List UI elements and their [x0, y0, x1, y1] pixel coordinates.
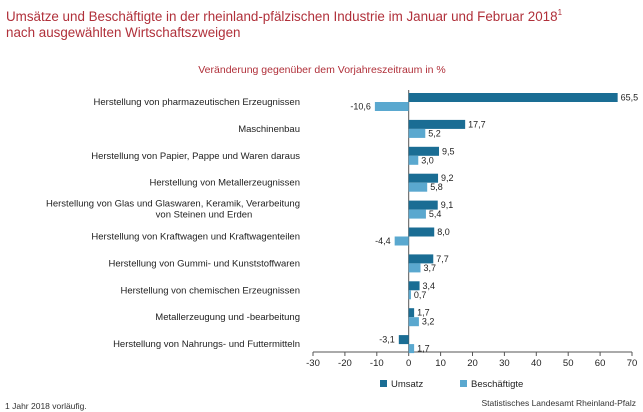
category-label: Herstellung von Papier, Pappe und Waren … — [91, 151, 300, 162]
data-label-umsatz: -3,1 — [379, 335, 395, 345]
legend-swatch-umsatz — [380, 380, 387, 387]
bar-beschaeftigte — [408, 344, 415, 354]
data-label-umsatz: 9,2 — [441, 173, 454, 183]
bar-umsatz — [408, 119, 466, 129]
x-tick-label: 20 — [467, 358, 478, 369]
legend-label-beschaeftigte: Beschäftigte — [471, 379, 523, 390]
data-label-beschaeftigte: 3,0 — [421, 155, 434, 165]
category-labels: Herstellung von pharmazeutischen Erzeugn… — [46, 97, 300, 350]
data-label-beschaeftigte: -4,4 — [375, 236, 391, 246]
bar-beschaeftigte — [374, 102, 409, 111]
bar-beschaeftigte — [408, 182, 428, 192]
data-label-beschaeftigte: 5,4 — [429, 209, 442, 219]
legend-label-umsatz: Umsatz — [391, 379, 423, 390]
x-tick-label: 70 — [627, 358, 638, 369]
x-tick-label: -10 — [370, 358, 384, 369]
bar-umsatz — [408, 200, 438, 210]
x-tick-label: 40 — [531, 358, 542, 369]
category-label: Herstellung von pharmazeutischen Erzeugn… — [94, 97, 300, 108]
category-label: Herstellung von Kraftwagen und Kraftwage… — [91, 232, 300, 243]
category-label-line: von Steinen und Erden — [156, 210, 253, 221]
x-tick-label: 30 — [499, 358, 510, 369]
data-label-umsatz: 65,5 — [621, 93, 639, 103]
bar-umsatz — [408, 281, 420, 291]
axis-layer: -30 -20 -10 0 10 20 30 40 50 60 70 — [306, 90, 637, 369]
bars-layer: 65,5 -10,6 17,7 5,29,5 3,0 9,25,8 9,15,4 8,0 -4,… — [350, 93, 638, 354]
data-label-umsatz: 9,1 — [441, 200, 454, 210]
bar-beschaeftigte — [408, 263, 421, 273]
footnote: 1 Jahr 2018 vorläufig. — [5, 401, 87, 411]
bar-umsatz — [408, 93, 618, 102]
x-tick-label: -30 — [306, 358, 320, 369]
bar-beschaeftigte — [408, 209, 426, 219]
data-label-umsatz: 9,5 — [442, 146, 455, 156]
data-label-umsatz: 17,7 — [468, 119, 486, 129]
x-tick-label: 60 — [595, 358, 606, 369]
bar-umsatz — [408, 173, 439, 183]
bar-beschaeftigte — [408, 317, 419, 327]
bar-umsatz — [408, 146, 440, 156]
bar-umsatz — [408, 227, 435, 237]
bar-beschaeftigte — [394, 236, 409, 246]
data-label-beschaeftigte: 3,2 — [422, 317, 435, 327]
data-label-umsatz: 1,7 — [417, 308, 430, 318]
data-label-beschaeftigte: 5,8 — [430, 182, 443, 192]
data-label-beschaeftigte: 0,7 — [414, 290, 427, 300]
bar-umsatz — [408, 254, 434, 264]
data-label-beschaeftigte: 3,7 — [424, 263, 437, 273]
title-line-1: Umsätze und Beschäftigte in der rheinlan… — [6, 9, 558, 24]
data-label-beschaeftigte: 1,7 — [417, 344, 430, 354]
bar-beschaeftigte — [408, 290, 411, 300]
x-tick-label: 10 — [435, 358, 446, 369]
data-label-beschaeftigte: 5,2 — [428, 128, 441, 138]
data-label-beschaeftigte: -10,6 — [350, 102, 371, 112]
bar-beschaeftigte — [408, 128, 426, 138]
x-tick-label: -20 — [338, 358, 352, 369]
legend-swatch-beschaeftigte — [460, 380, 467, 387]
legend: Umsatz Beschäftigte — [380, 379, 523, 390]
category-label: Herstellung von Nahrungs- und Futtermitt… — [113, 339, 300, 350]
bar-umsatz — [408, 308, 415, 318]
category-label-line: Herstellung von Glas und Glaswaren, Kera… — [46, 199, 300, 210]
chart-title: Umsätze und Beschäftigte in der rheinlan… — [6, 5, 636, 41]
category-label: Herstellung von chemischen Erzeugnissen — [120, 285, 300, 296]
category-label: Herstellung von Gummi- und Kunststoffwar… — [109, 258, 301, 269]
source-note: Statistisches Landesamt Rheinland-Pfalz — [482, 398, 637, 408]
bar-beschaeftigte — [408, 155, 419, 165]
chart-subtitle: Veränderung gegenüber dem Vorjahreszeitr… — [198, 64, 446, 76]
category-label: Metallerzeugung und -bearbeitung — [155, 312, 300, 323]
category-label: Maschinenbau — [238, 124, 300, 135]
category-label: Herstellung von Glas und Glaswaren, Kera… — [46, 199, 300, 221]
data-label-umsatz: 8,0 — [437, 227, 450, 237]
data-label-umsatz: 7,7 — [436, 254, 449, 264]
title-footnote-marker: 1 — [557, 8, 563, 17]
category-label: Herstellung von Metallerzeugnissen — [150, 178, 301, 189]
x-tick-label: 50 — [563, 358, 574, 369]
x-tick-label: 0 — [406, 358, 411, 369]
title-line-2: nach ausgewählten Wirtschaftszweigen — [6, 25, 241, 40]
bar-umsatz — [398, 335, 409, 345]
data-label-umsatz: 3,4 — [423, 281, 436, 291]
